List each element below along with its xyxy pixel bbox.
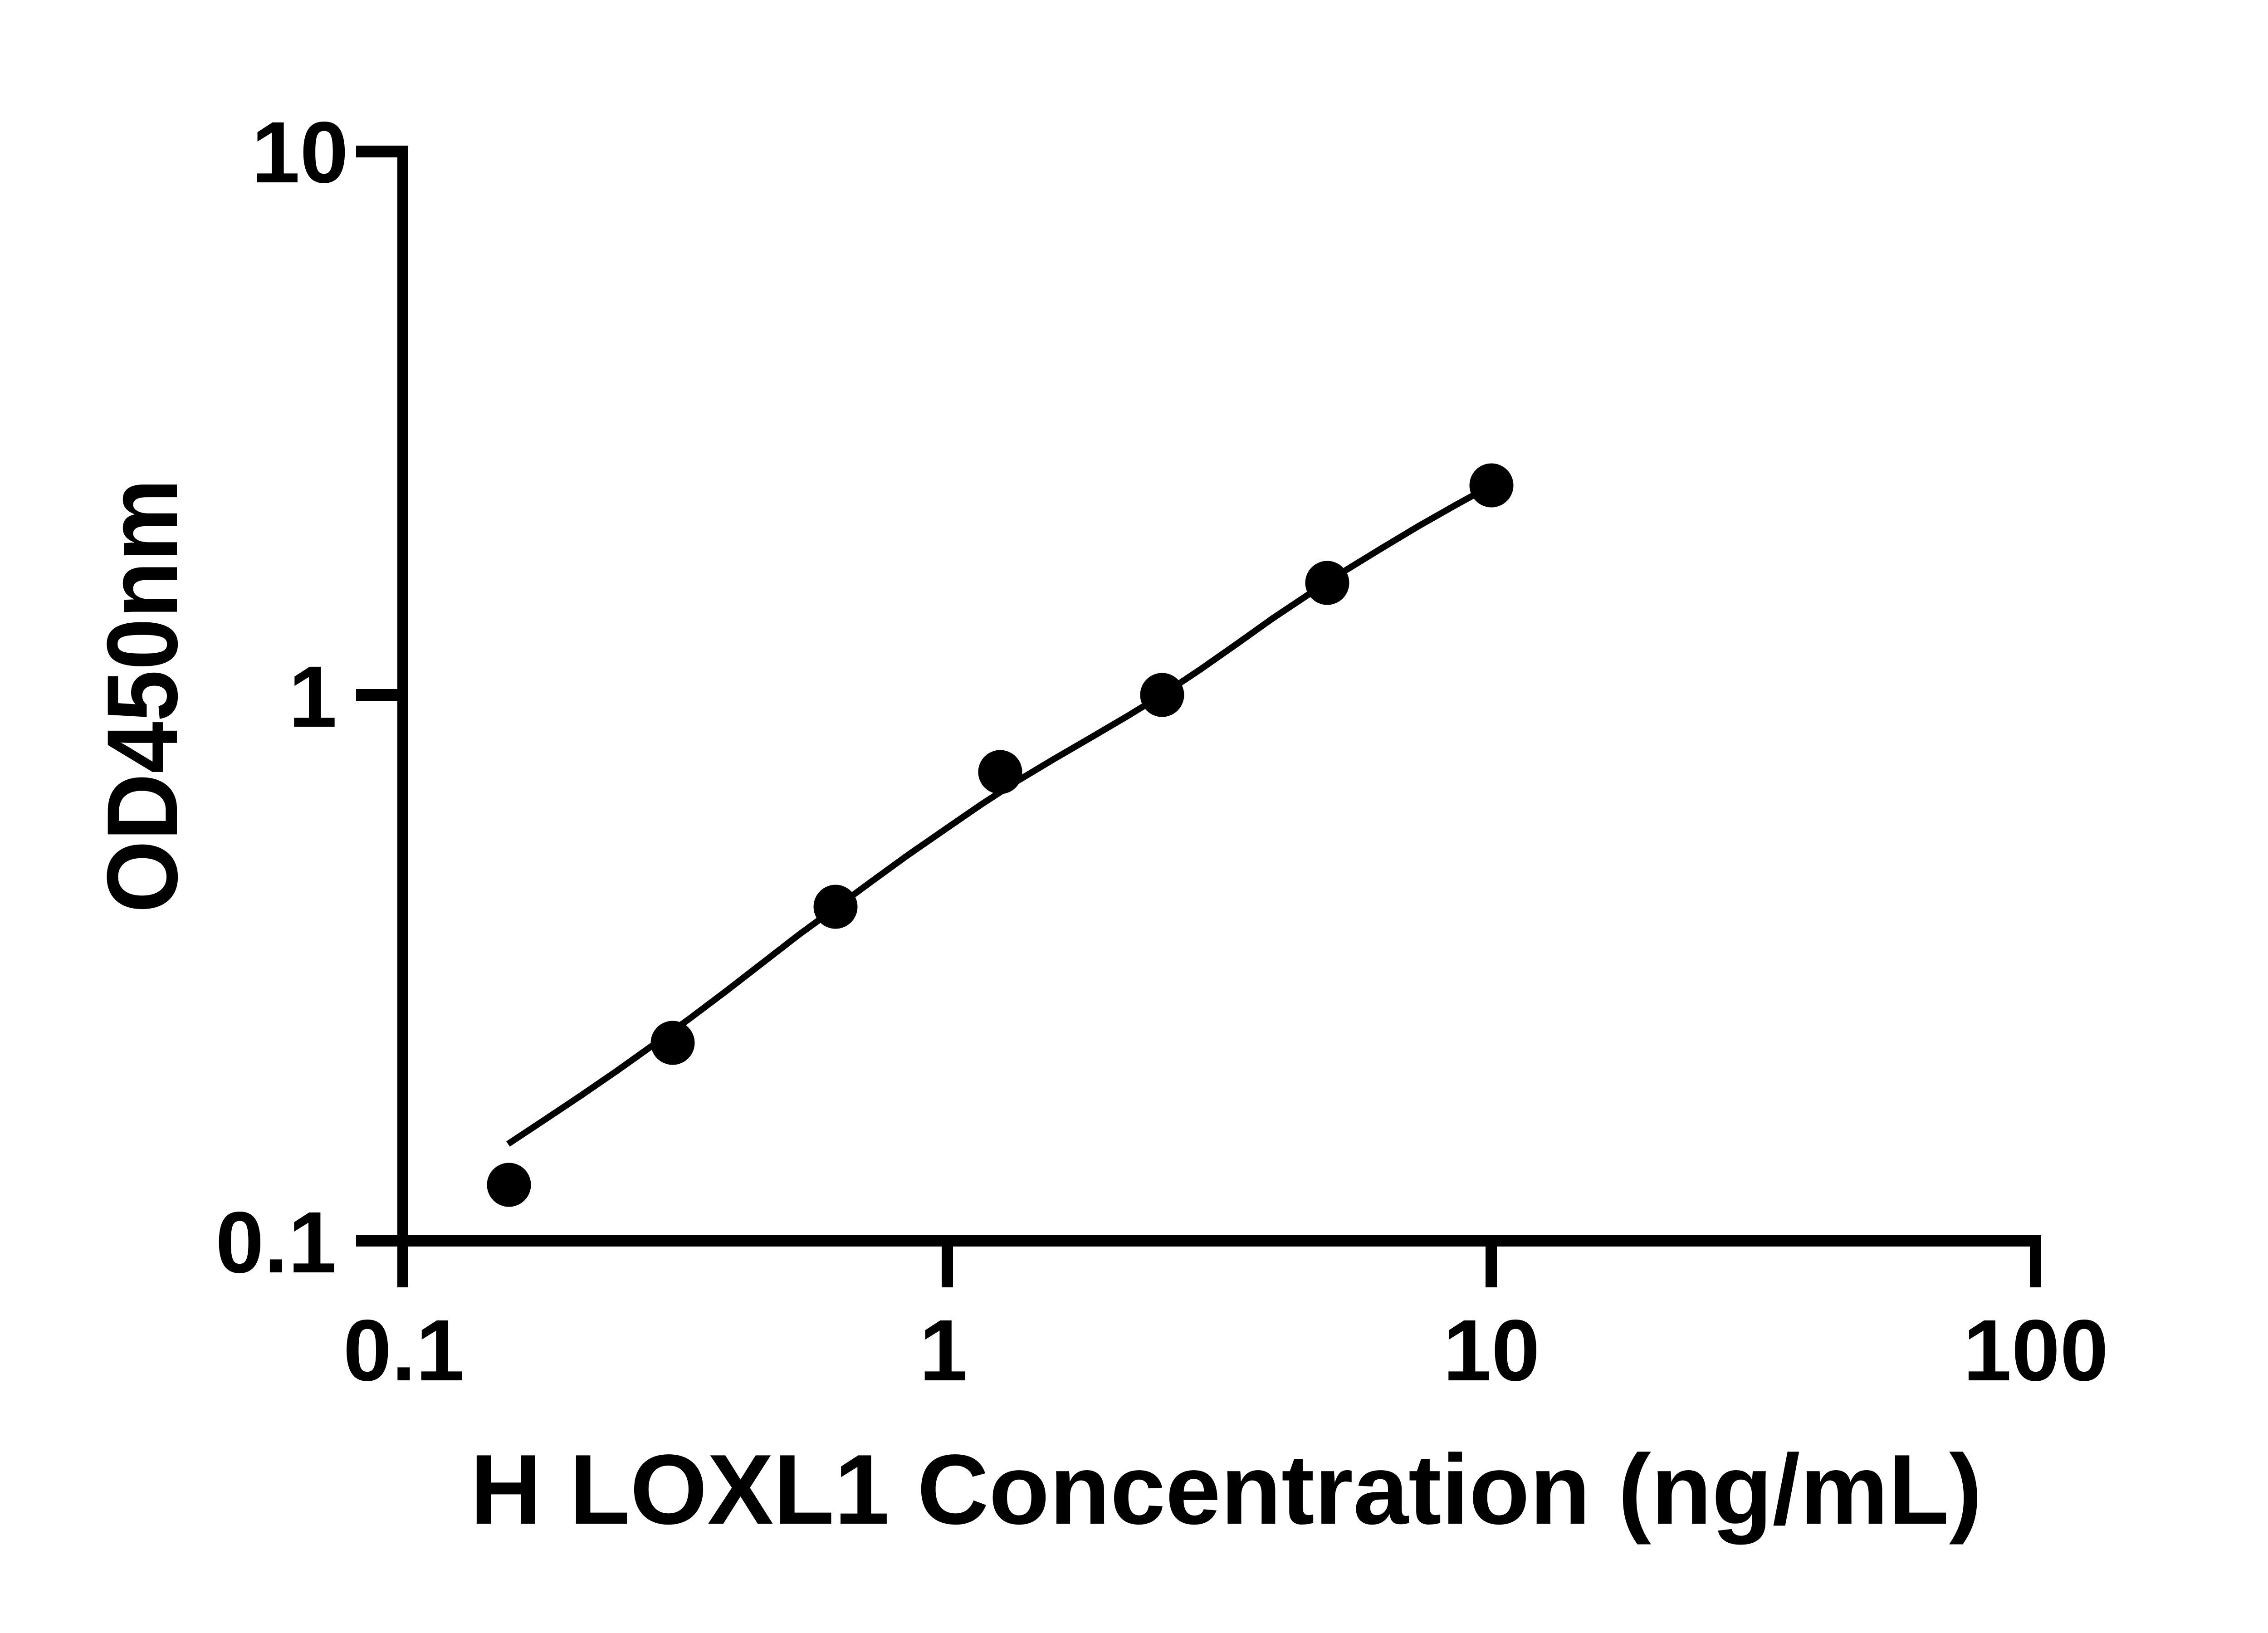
svg-text:1: 1 (919, 1301, 968, 1399)
svg-text:OD450nm: OD450nm (87, 479, 199, 913)
svg-text:0.1: 0.1 (215, 1193, 337, 1291)
svg-text:10: 10 (1443, 1301, 1540, 1399)
svg-text:10: 10 (251, 103, 348, 201)
svg-text:1: 1 (288, 648, 337, 745)
svg-text:H LOXL1 Concentration (ng/mL): H LOXL1 Concentration (ng/mL) (470, 1434, 1982, 1545)
svg-text:0.1: 0.1 (343, 1301, 464, 1399)
svg-text:100: 100 (1963, 1301, 2108, 1399)
